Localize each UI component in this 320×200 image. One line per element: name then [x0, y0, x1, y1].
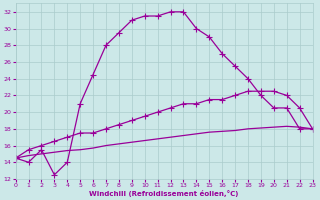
X-axis label: Windchill (Refroidissement éolien,°C): Windchill (Refroidissement éolien,°C): [89, 190, 239, 197]
